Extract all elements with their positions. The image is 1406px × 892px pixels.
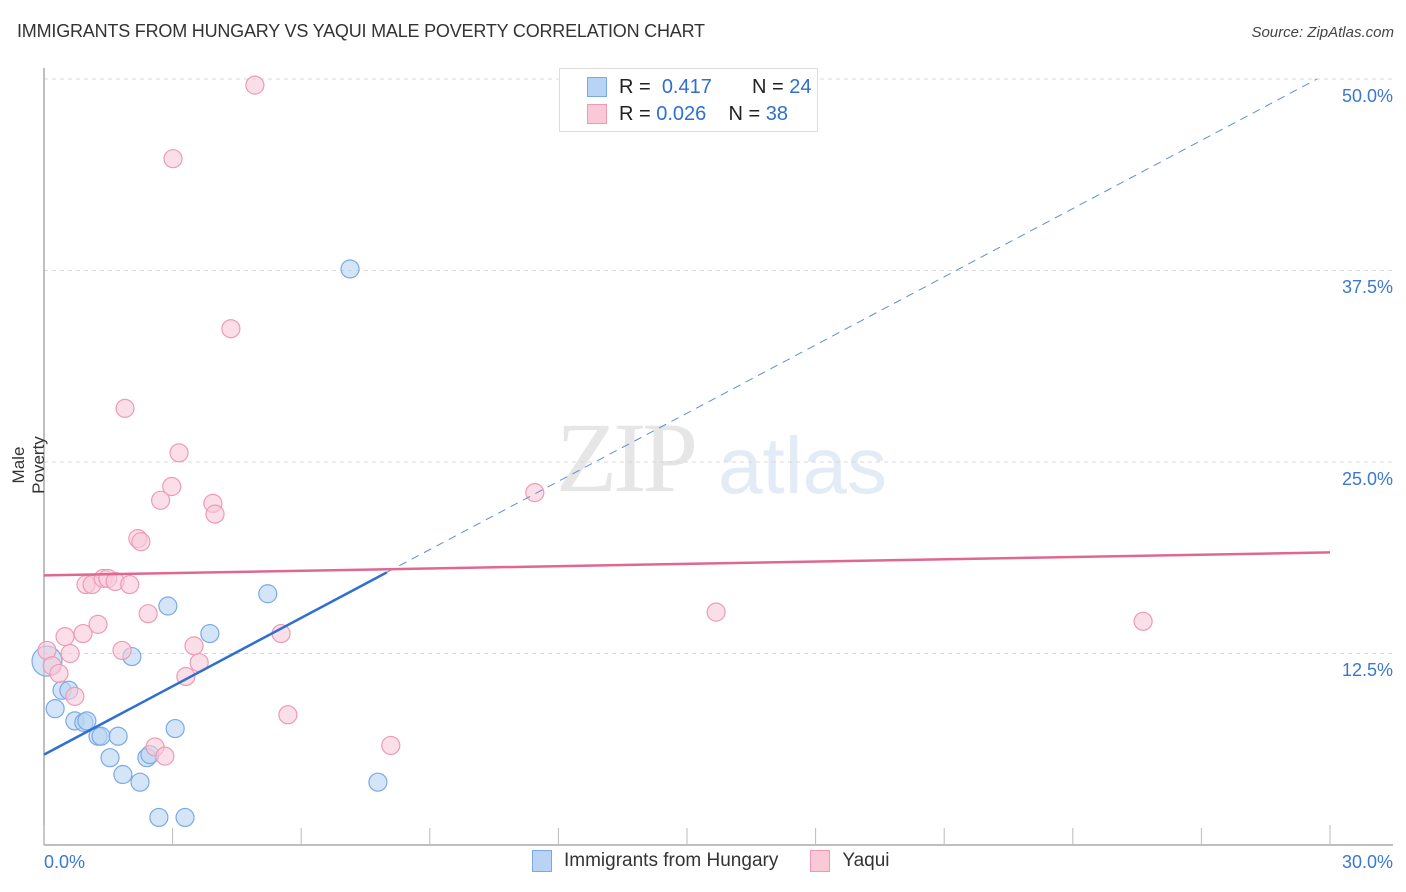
yaqui-data-point [112,640,132,661]
legend-item-yaqui[interactable]: Yaqui [810,850,890,872]
n-value: 24 [789,75,812,98]
yaqui-data-point [184,636,204,656]
hungary-data-point [108,726,128,746]
yaqui-data-point [120,574,140,595]
r-label: R = [619,102,651,125]
yaqui-data-point [278,705,298,725]
yaqui-data-point [162,476,182,497]
yaqui-data-point [525,483,545,503]
n-label: N = [752,75,784,98]
yaqui-data-point [706,602,726,622]
x-tick-min: 0.0% [44,852,86,872]
hungary-data-point [45,699,65,719]
legend-label-yaqui: Yaqui [842,850,890,871]
y-tick-50: 50.0% [1341,86,1393,106]
stats-legend: R = 0.417 N = 24 R = 0.026 N = 38 [559,68,818,132]
yaqui-trend-line [43,551,1331,577]
legend-row-hungary: R = 0.417 N = 24 [587,74,812,100]
yaqui-data-point [245,75,265,95]
yaqui-data-point [150,490,171,510]
legend-label-hungary: Immigrants from Hungary [564,850,779,871]
hungary-data-point [130,772,150,792]
yaqui-data-point [88,614,108,634]
yaqui-data-point [163,149,183,169]
yaqui-data-point [49,663,69,684]
n-value: 38 [765,102,789,125]
legend-row-yaqui: R = 0.026 N = 38 [587,101,788,127]
yaqui-data-point [221,319,241,339]
yaqui-data-point [131,532,151,552]
y-tick-12-5: 12.5% [1341,660,1393,680]
legend-item-hungary[interactable]: Immigrants from Hungary [532,850,778,872]
hungary-trend-extension [386,78,1318,573]
hungary-data-point [149,807,169,828]
yaqui-swatch-icon [587,104,607,124]
hungary-trend-line [43,571,388,756]
yaqui-data-point [169,443,189,463]
hungary-data-point [165,718,185,739]
source-label: Source: ZipAtlas.com [1251,24,1394,41]
hungary-data-point [158,596,178,616]
yaqui-data-point [1133,611,1153,631]
yaqui-data-point [155,746,175,766]
hungary-data-point [258,584,278,604]
yaqui-legend-swatch-icon [810,850,831,872]
series-legend: Immigrants from Hungary Yaqui [532,850,922,872]
hungary-legend-swatch-icon [532,850,552,872]
r-label: R = [619,75,651,98]
hungary-data-point [100,748,120,768]
yaqui-data-point [60,643,80,664]
yaqui-data-point [115,398,135,418]
hungary-data-point [175,807,195,828]
watermark-zip: ZIP [556,402,698,513]
hungary-data-point [368,772,388,792]
y-tick-25: 25.0% [1341,469,1393,489]
hungary-swatch-icon [587,77,607,97]
watermark-atlas: atlas [718,421,887,510]
y-axis-label: Male Poverty [9,436,48,494]
hungary-data-point [340,259,360,279]
yaqui-data-point [55,627,75,647]
x-tick-max: 30.0% [1341,852,1393,872]
yaqui-data-point [381,735,401,756]
r-value: 0.026 [656,102,707,125]
yaqui-data-point [73,623,93,644]
n-label: N = [728,102,761,125]
yaqui-data-point [205,504,225,524]
yaqui-data-point [138,604,158,624]
hungary-data-point [113,764,133,785]
hungary-data-point [77,711,97,731]
r-value: 0.417 [661,75,712,98]
yaqui-data-point [65,686,85,706]
chart-title: IMMIGRANTS FROM HUNGARY VS YAQUI MALE PO… [17,21,705,41]
hungary-data-point [200,623,220,644]
y-tick-37-5: 37.5% [1341,277,1393,297]
hungary-data-point [91,726,111,746]
